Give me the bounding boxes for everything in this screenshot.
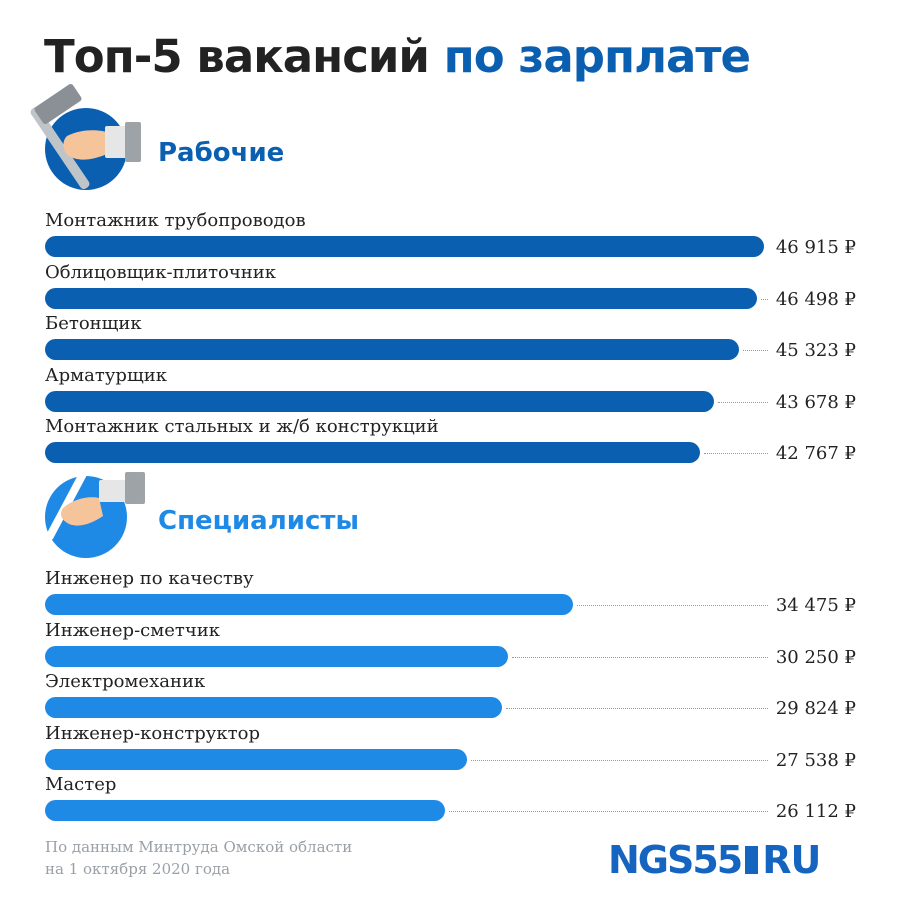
- source-line-1: По данным Минтруда Омской области: [45, 838, 353, 856]
- bar-value-label: 46 915 ₽: [775, 237, 856, 258]
- leader-line: [718, 401, 768, 403]
- bar: [45, 800, 445, 821]
- bar: [45, 645, 509, 667]
- bar-value-label: 27 538 ₽: [775, 749, 856, 771]
- ngs55-logo: NGS55 RU: [608, 838, 821, 882]
- leader-line: [743, 350, 768, 351]
- logo-main: NGS55: [608, 838, 743, 882]
- bar-value-label: 42 767 ₽: [775, 443, 856, 464]
- bar: [45, 594, 574, 615]
- hand-pen-icon: [45, 467, 145, 558]
- bar-value-label: 30 250 ₽: [775, 646, 856, 668]
- bar: [45, 236, 764, 257]
- bar: [45, 697, 502, 718]
- leader-line: [761, 298, 768, 300]
- bar-value-label: 43 678 ₽: [775, 391, 856, 413]
- source-note: По данным Минтруда Омской области на 1 о…: [45, 836, 352, 880]
- bar-category-label: Электромеханик: [45, 671, 206, 692]
- bar: [45, 390, 715, 412]
- bar-category-label: Инженер-сметчик: [45, 619, 220, 641]
- leader-line: [505, 708, 768, 709]
- section-title-workers: Рабочие: [158, 138, 285, 168]
- logo-suffix: RU: [762, 838, 821, 882]
- page-title: Топ-5 вакансий по зарплате: [44, 30, 751, 83]
- bar: [45, 748, 467, 770]
- bar-value-label: 34 475 ₽: [775, 595, 856, 616]
- bar-category-label: Мастер: [45, 774, 117, 795]
- title-accent: по зарплате: [443, 30, 751, 83]
- title-main: Топ-5 вакансий: [44, 30, 430, 83]
- bar-category-label: Монтажник трубопроводов: [45, 210, 306, 231]
- bar-category-label: Монтажник стальных и ж/б конструкций: [45, 416, 439, 437]
- bar-value-label: 26 112 ₽: [775, 801, 856, 822]
- bar: [45, 339, 740, 360]
- logo-square: [745, 846, 759, 874]
- bar-category-label: Инженер-конструктор: [45, 722, 260, 744]
- leader-line: [577, 605, 768, 606]
- bar: [45, 442, 701, 463]
- bar-category-label: Облицовщик-плиточник: [45, 261, 277, 283]
- source-line-2: на 1 октября 2020 года: [45, 860, 231, 878]
- bar-category-label: Арматурщик: [45, 364, 167, 386]
- bar-value-label: 45 323 ₽: [775, 340, 856, 361]
- hand-hammer-icon: [30, 84, 141, 190]
- leader-line: [449, 811, 768, 812]
- bar-value-label: 29 824 ₽: [775, 698, 856, 719]
- bar: [45, 287, 758, 309]
- leader-line: [470, 759, 768, 761]
- section-title-specialists: Специалисты: [158, 506, 359, 536]
- bar-category-label: Бетонщик: [45, 313, 142, 334]
- leader-line: [704, 453, 768, 454]
- bar-value-label: 46 498 ₽: [775, 288, 856, 310]
- bar-category-label: Инженер по качеству: [45, 568, 254, 589]
- leader-line: [512, 656, 768, 658]
